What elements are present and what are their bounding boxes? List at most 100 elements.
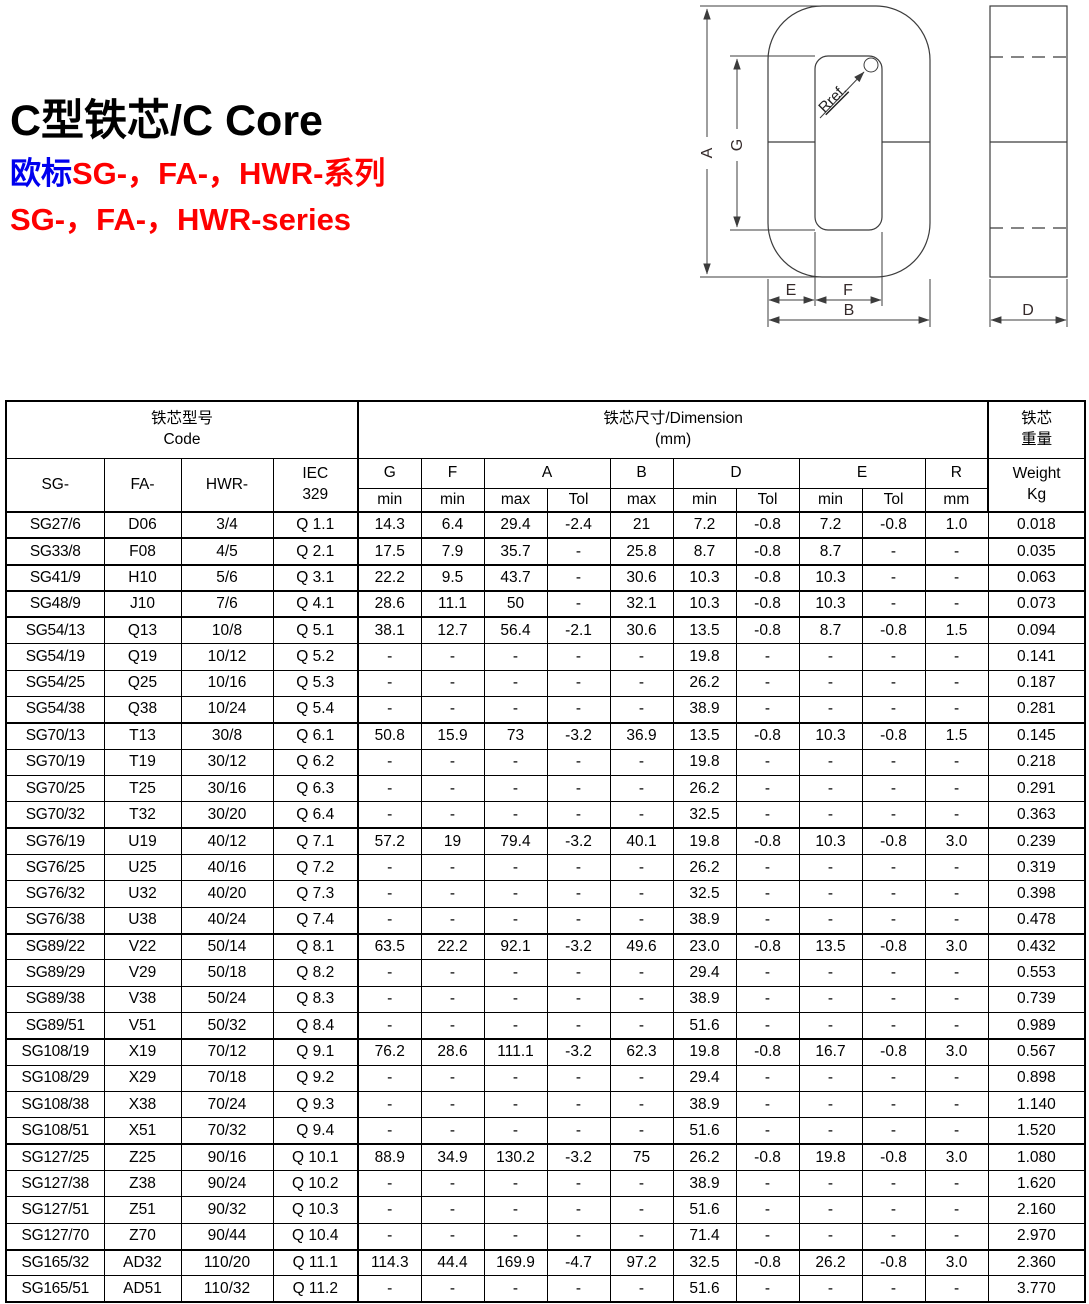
table-cell: - [357, 1117, 422, 1145]
table-cell: - [861, 1222, 926, 1251]
dim-label-F: F [843, 282, 853, 299]
table-cell: - [483, 1196, 548, 1224]
table-cell: SG54/38 [5, 695, 105, 724]
table-cell: 22.2 [357, 563, 422, 592]
table-cell: - [861, 695, 926, 724]
table-cell: - [546, 1222, 611, 1251]
table-cell: Q 6.1 [272, 721, 359, 750]
header-code-group: 铁芯型号 Code [5, 400, 359, 459]
header-col-iec: IEC 329 [272, 457, 359, 513]
table-cell: - [357, 880, 422, 908]
table-cell: - [609, 853, 674, 882]
table-cell: - [609, 1196, 674, 1224]
table-cell: Q 5.4 [272, 695, 359, 724]
table-cell: - [861, 880, 926, 908]
table-cell: SG54/13 [5, 616, 105, 645]
table-cell: 169.9 [483, 1248, 548, 1277]
table-cell: 1.5 [924, 616, 989, 645]
table-cell: - [924, 643, 989, 671]
table-cell: 22.2 [420, 932, 485, 961]
table-cell: - [420, 643, 485, 671]
table-row: SG108/51 X51 70/32 Q 9.4- - - - -51.6- - - -1.520 [5, 1117, 1086, 1145]
table-cell: 3.0 [924, 1248, 989, 1277]
table-row: SG127/38 Z38 90/24 Q 10.2- - - - -38.9- - - -1.620 [5, 1170, 1086, 1198]
table-cell: 130.2 [483, 1143, 548, 1172]
table-cell: - [735, 1275, 800, 1303]
table-cell: -0.8 [735, 590, 800, 618]
table-cell: 76.2 [357, 1037, 422, 1066]
rref-leader-line [819, 71, 865, 119]
table-cell: 51.6 [672, 1012, 737, 1040]
table-cell: SG70/13 [5, 721, 105, 750]
table-cell: - [798, 1170, 863, 1198]
table-cell: 38.9 [672, 695, 737, 724]
table-cell: 73 [483, 721, 548, 750]
table-cell: - [861, 1012, 926, 1040]
table-cell: 38.9 [672, 1091, 737, 1119]
table-cell: -0.8 [861, 1248, 926, 1277]
table-cell: - [924, 1012, 989, 1040]
header-unit-f-min: min [420, 487, 485, 513]
table-cell: - [420, 748, 485, 776]
table-cell: 114.3 [357, 1248, 422, 1277]
table-cell: - [861, 1196, 926, 1224]
table-cell: Q 2.1 [272, 537, 359, 566]
table-cell: 0.291 [987, 774, 1086, 803]
table-cell: Q 10.2 [272, 1170, 359, 1198]
table-cell: 29.4 [672, 1064, 737, 1093]
table-cell: 1.080 [987, 1143, 1086, 1172]
table-cell: 10.3 [672, 563, 737, 592]
table-cell: 2.970 [987, 1222, 1086, 1251]
table-cell: -0.8 [861, 932, 926, 961]
table-cell: Q38 [103, 695, 182, 724]
table-cell: Q 3.1 [272, 563, 359, 592]
table-cell: Q 9.4 [272, 1117, 359, 1145]
table-row: SG70/25 T25 30/16 Q 6.3- - - - -26.2- - - -0.291 [5, 774, 1086, 803]
table-cell: 13.5 [672, 616, 737, 645]
table-cell: U32 [103, 880, 182, 908]
table-cell: 110/32 [180, 1275, 274, 1303]
table-cell: - [735, 1091, 800, 1119]
table-cell: - [735, 669, 800, 697]
table-cell: 90/16 [180, 1143, 274, 1172]
table-cell: Q 9.1 [272, 1037, 359, 1066]
table-cell: 51.6 [672, 1275, 737, 1303]
table-cell: - [357, 801, 422, 829]
table-cell: 0.218 [987, 748, 1086, 776]
table-row: SG70/32 T32 30/20 Q 6.4- - - - -32.5- - - -0.363 [5, 801, 1086, 829]
table-cell: SG89/29 [5, 959, 105, 987]
table-row: SG89/29 V29 50/18 Q 8.2- - - - -29.4- - - -0.553 [5, 959, 1086, 987]
table-cell: - [609, 643, 674, 671]
table-cell: 0.187 [987, 669, 1086, 697]
table-cell: 17.5 [357, 537, 422, 566]
table-cell: Z38 [103, 1170, 182, 1198]
table-row: SG89/22 V22 50/14 Q 8.1 63.5 22.2 92.1 -3.2 49.6… [5, 932, 1086, 961]
table-cell: 40/12 [180, 827, 274, 855]
table-cell: - [483, 801, 548, 829]
table-cell: 97.2 [609, 1248, 674, 1277]
table-cell: - [861, 1064, 926, 1093]
table-cell: - [861, 906, 926, 935]
table-cell: - [420, 1222, 485, 1251]
table-cell: Q 9.3 [272, 1091, 359, 1119]
table-cell: -0.8 [861, 1037, 926, 1066]
table-cell: - [924, 1275, 989, 1303]
table-cell: 40/16 [180, 853, 274, 882]
table-cell: - [546, 1117, 611, 1145]
table-cell: 14.3 [357, 510, 422, 539]
table-cell: - [357, 1064, 422, 1093]
table-cell: -0.8 [735, 932, 800, 961]
table-row: SG27/6 D06 3/4 Q 1.1 14.3 6.4 29.4 -2.4 21 7.2 -0.… [5, 510, 1086, 539]
table-cell: 38.9 [672, 906, 737, 935]
table-cell: - [420, 853, 485, 882]
header-col-g: G [357, 457, 422, 489]
table-cell: 10.3 [798, 827, 863, 855]
header-col-sg: SG- [5, 457, 105, 513]
table-cell: - [609, 669, 674, 697]
table-cell: - [546, 853, 611, 882]
table-cell: Z51 [103, 1196, 182, 1224]
table-cell: Q 10.4 [272, 1222, 359, 1251]
table-cell: - [420, 669, 485, 697]
table-row: SG54/25 Q25 10/16 Q 5.3- - - - -26.2- - - -0.187 [5, 669, 1086, 697]
table-cell: Q 1.1 [272, 510, 359, 539]
